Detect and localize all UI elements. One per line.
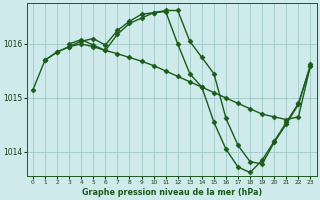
X-axis label: Graphe pression niveau de la mer (hPa): Graphe pression niveau de la mer (hPa) xyxy=(82,188,262,197)
